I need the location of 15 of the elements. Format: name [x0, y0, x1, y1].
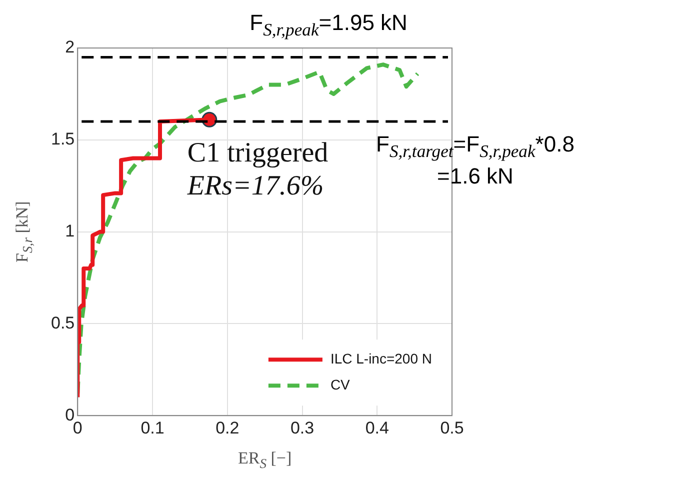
annotation: ERs=17.6%: [186, 170, 324, 202]
x-tick-label: 0.3: [290, 418, 314, 438]
x-tick-label: 0.5: [440, 418, 464, 438]
x-tick-label: 0.1: [140, 418, 164, 438]
x-tick-label: 0.4: [365, 418, 389, 438]
legend-label: ILC L-inc=200 N: [330, 350, 432, 366]
y-tick-label: 0: [65, 405, 75, 424]
y-tick-label: 1: [65, 221, 75, 240]
y-tick-label: 1.5: [50, 130, 75, 149]
legend-label: CV: [330, 376, 351, 392]
y-tick-label: 2: [65, 38, 75, 57]
y-axis-title: FS,r [kN]: [12, 201, 35, 262]
annotation: C1 triggered: [187, 138, 328, 169]
x-tick-label: 0.2: [216, 418, 240, 438]
y-tick-label: 0.5: [50, 313, 75, 332]
